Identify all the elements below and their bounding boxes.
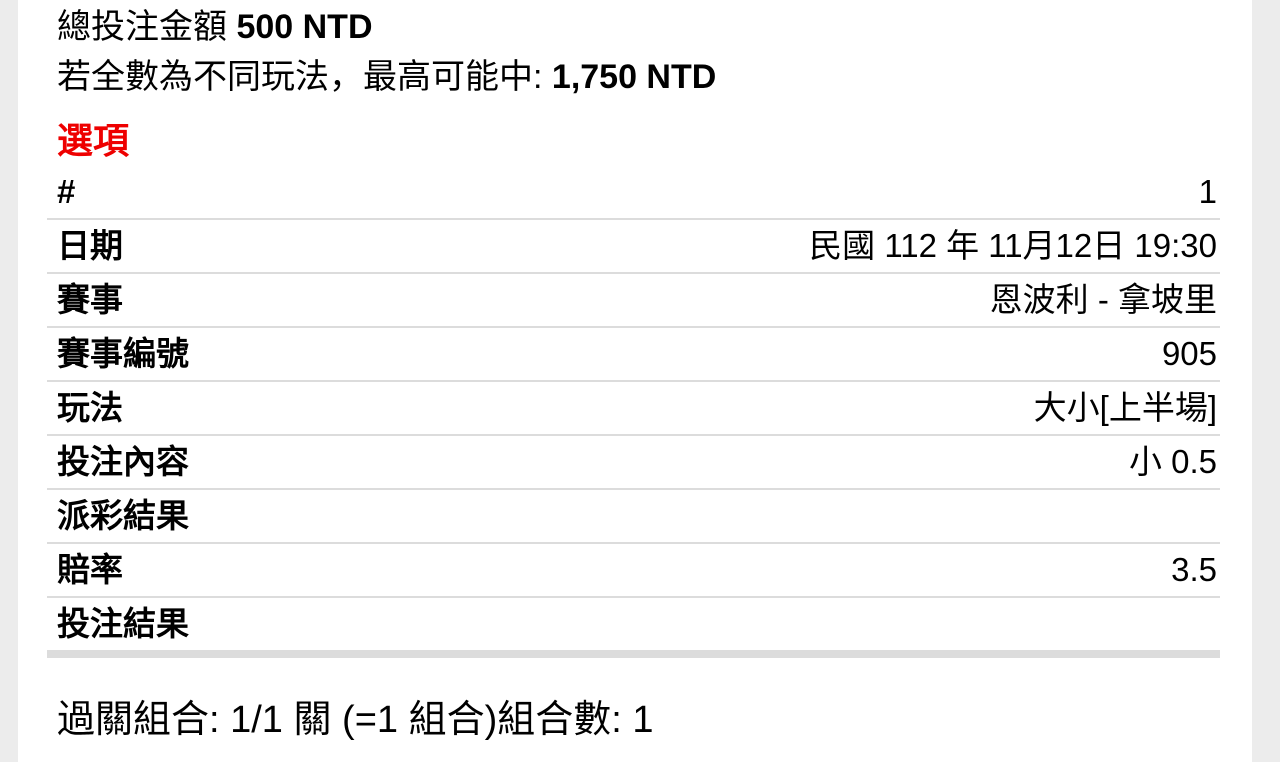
row-value: 1	[1198, 173, 1217, 210]
max-win-line: 若全數為不同玩法，最高可能中: 1,750 NTD	[47, 52, 1220, 102]
section-divider	[47, 650, 1220, 658]
parlay-combo-line: 過關組合: 1/1 關 (=1 組合)組合數: 1	[57, 699, 654, 741]
bet-slip-page: 總投注金額 500 NTD 若全數為不同玩法，最高可能中: 1,750 NTD …	[18, 0, 1252, 762]
row-label: #	[57, 173, 76, 210]
table-row: 投注結果	[47, 598, 1220, 650]
row-label: 賽事	[57, 281, 123, 318]
table-row: 派彩結果	[47, 490, 1220, 544]
table-row: # 1	[47, 166, 1220, 220]
max-win-amount: 1,750 NTD	[551, 58, 717, 96]
row-value: 小 0.5	[1128, 443, 1217, 480]
row-label: 賽事編號	[57, 335, 189, 372]
row-value: 3.5	[1171, 551, 1217, 588]
total-stake-amount: 500 NTD	[236, 8, 373, 46]
row-label: 派彩結果	[57, 497, 189, 534]
table-row: 投注內容 小 0.5	[47, 436, 1220, 490]
row-value: 905	[1161, 335, 1217, 372]
row-value: 大小[上半場]	[1033, 389, 1217, 426]
table-row: 賽事編號 905	[47, 328, 1220, 382]
table-row: 日期 民國 112 年 11月12日 19:30	[47, 220, 1220, 274]
table-row: 賽事 恩波利 - 拿坡里	[47, 274, 1220, 328]
row-label: 日期	[57, 227, 123, 264]
row-label: 投注內容	[57, 443, 189, 480]
row-label: 賠率	[57, 551, 123, 588]
row-value: 恩波利 - 拿坡里	[989, 281, 1217, 318]
row-label: 投注結果	[57, 605, 189, 642]
total-stake-label: 總投注金額	[57, 8, 227, 46]
max-win-label: 若全數為不同玩法，最高可能中:	[57, 58, 543, 96]
table-row: 賠率 3.5	[47, 544, 1220, 598]
row-value: 民國 112 年 11月12日 19:30	[809, 227, 1217, 264]
total-stake-line: 總投注金額 500 NTD	[47, 2, 1220, 52]
selection-table: # 1 日期 民國 112 年 11月12日 19:30 賽事 恩波利 - 拿坡…	[47, 166, 1220, 650]
section-title-options: 選項	[57, 120, 130, 161]
table-row: 玩法 大小[上半場]	[47, 382, 1220, 436]
row-label: 玩法	[57, 389, 123, 426]
